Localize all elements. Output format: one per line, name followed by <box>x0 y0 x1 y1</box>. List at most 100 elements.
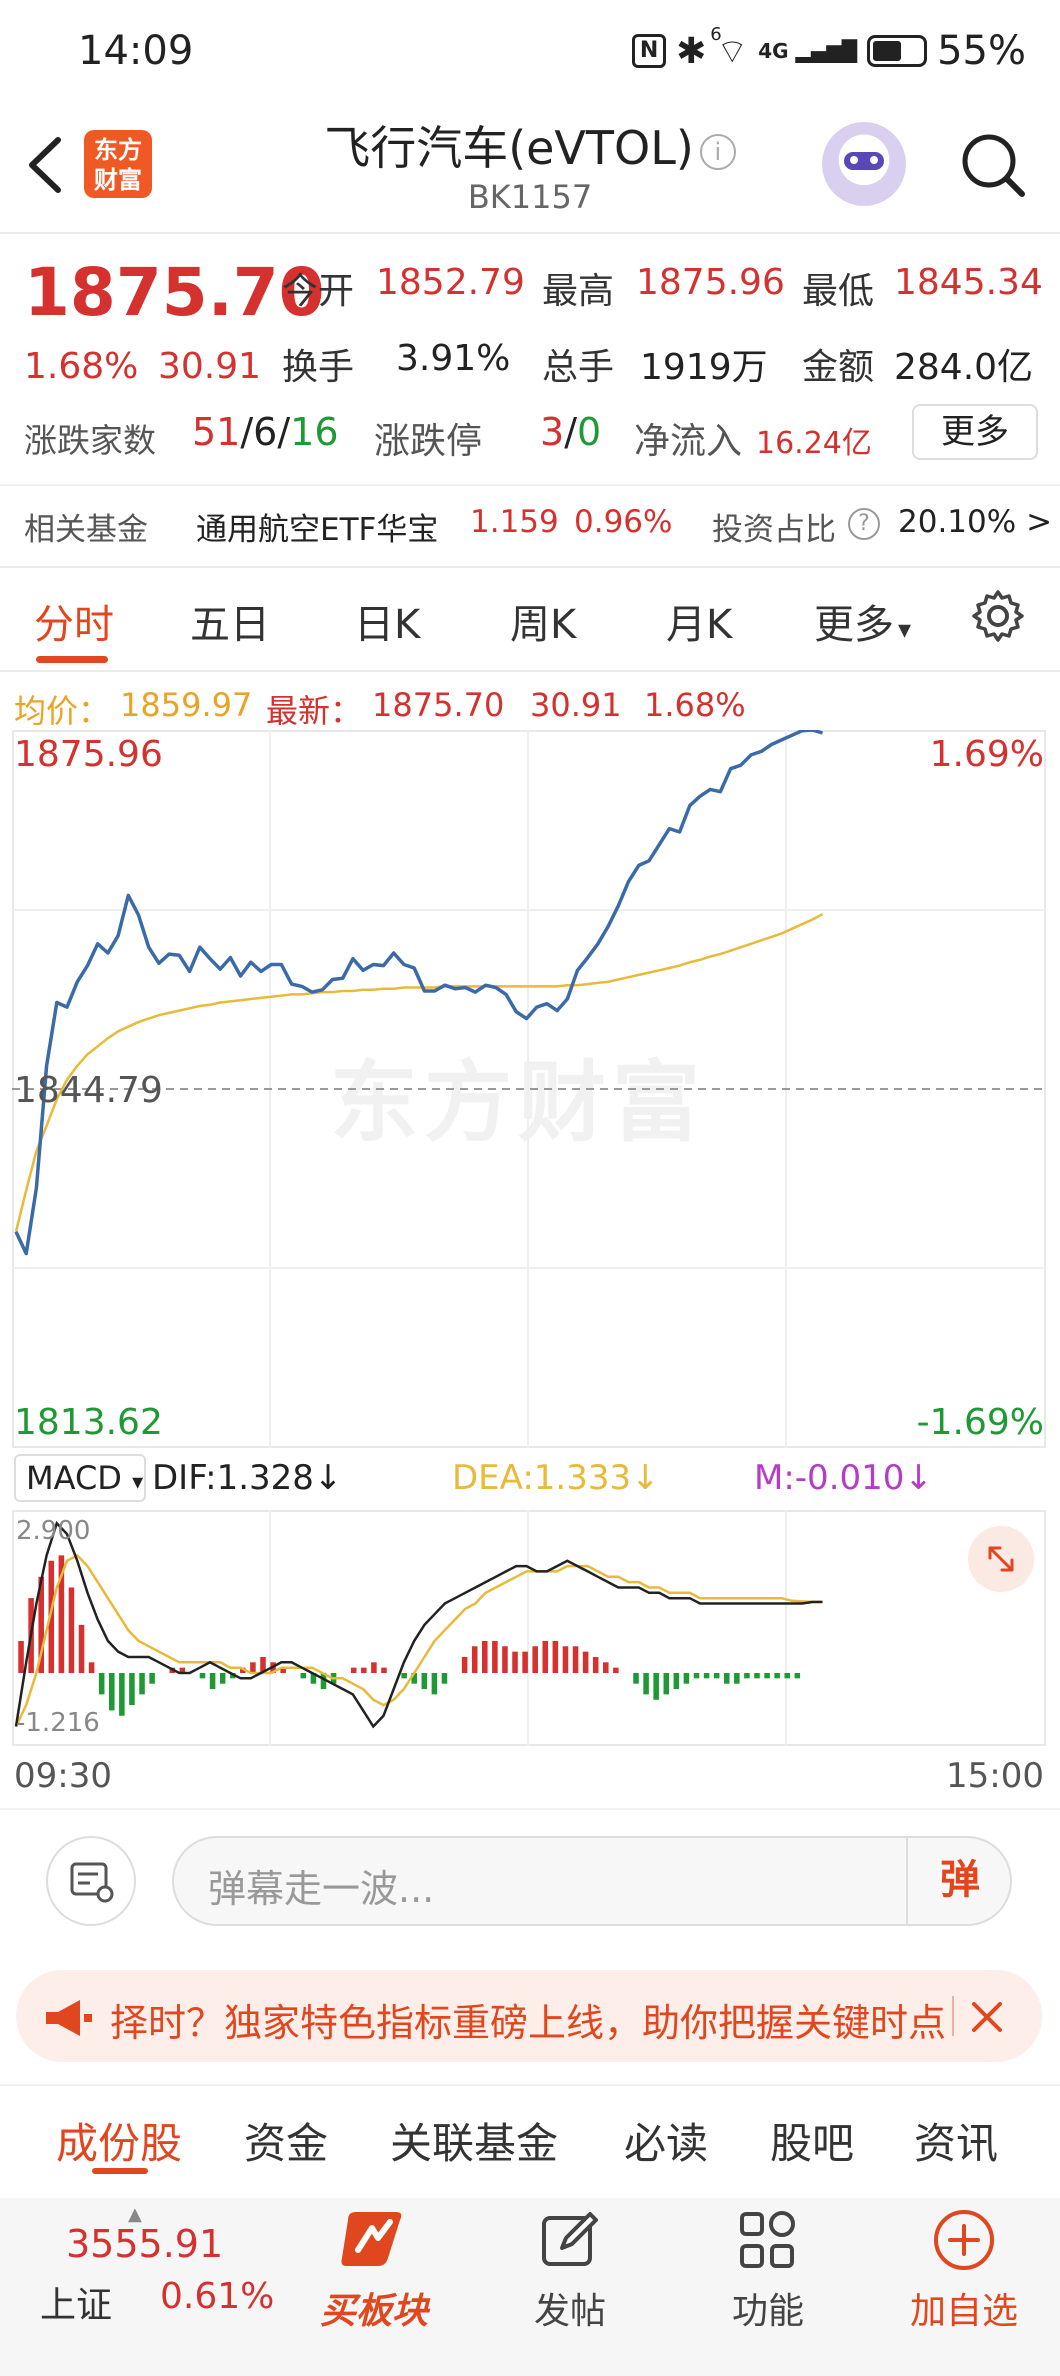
macd-selector[interactable]: MACD ▾ <box>14 1454 146 1502</box>
high-label: 最高 <box>542 271 615 312</box>
tab-news[interactable]: 资讯 <box>914 2119 999 2168</box>
danmaku-input[interactable] <box>172 1836 1012 1926</box>
pct-top-label: 1.69% <box>929 734 1044 775</box>
fund-ratio[interactable]: 20.10% > <box>898 504 1053 540</box>
low-label: 最低 <box>802 271 875 312</box>
tab-more[interactable]: 更多 ▾ <box>814 602 912 648</box>
tab-underline <box>36 656 108 663</box>
y-bottom-label: 1813.62 <box>14 1402 163 1443</box>
avg-value: 1859.97 <box>120 686 253 724</box>
change-percent: 1.68% <box>24 346 139 387</box>
macd-chart[interactable] <box>12 1510 1046 1746</box>
dea-line <box>14 1553 823 1728</box>
tab-constituents[interactable]: 成份股 <box>56 2119 183 2168</box>
battery-icon <box>867 35 928 67</box>
tab-monthly-k[interactable]: 月K <box>666 602 733 648</box>
fund-label: 相关基金 <box>24 512 148 548</box>
low-value: 1845.34 <box>894 262 1043 303</box>
change-value: 30.91 <box>158 346 262 387</box>
buy-sector-icon[interactable] <box>338 2208 408 2272</box>
macd-top-label: 2.900 <box>16 1516 91 1546</box>
time-start: 09:30 <box>14 1756 112 1796</box>
functions-icon[interactable] <box>736 2208 800 2272</box>
more-button[interactable]: 更多 <box>912 404 1038 460</box>
price-line <box>14 730 823 1256</box>
fund-name[interactable]: 通用航空ETF华宝 <box>196 512 439 548</box>
tab-forum[interactable]: 股吧 <box>770 2119 855 2168</box>
back-arrow-icon[interactable] <box>22 130 68 200</box>
gear-icon[interactable] <box>970 588 1026 644</box>
help-icon[interactable]: ? <box>848 508 880 540</box>
high-value: 1875.96 <box>636 262 785 303</box>
bottom-nav <box>0 2198 1060 2376</box>
updown-label: 涨跌家数 <box>24 421 156 460</box>
add-watchlist-label[interactable]: 加自选 <box>909 2291 1018 2332</box>
robot-avatar-icon[interactable] <box>822 122 906 206</box>
tab-five-day[interactable]: 五日 <box>190 602 270 648</box>
turnover-value: 3.91% <box>396 338 511 379</box>
avg-price-line <box>14 913 824 1232</box>
bluetooth-icon: ✱ <box>676 30 707 72</box>
danmaku-send-button[interactable]: 弹 <box>906 1836 1012 1926</box>
watermark: 东方财富 <box>330 1051 707 1154</box>
up-caret-icon: ▲ <box>128 2204 142 2225</box>
app-logo: 东方 财富 <box>84 130 152 198</box>
bottom-tab-underline <box>92 2168 148 2174</box>
tab-weekly-k[interactable]: 周K <box>510 602 577 648</box>
fund-price: 1.159 <box>470 504 559 540</box>
m-label: M:-0.010↓ <box>754 1458 933 1498</box>
macd-bottom-label: -1.216 <box>16 1708 100 1738</box>
latest-label: 最新： <box>266 692 363 730</box>
tab-related-funds[interactable]: 关联基金 <box>390 2119 559 2168</box>
y-top-label: 1875.96 <box>14 734 163 775</box>
functions-label[interactable]: 功能 <box>731 2291 804 2332</box>
promo-banner[interactable] <box>16 1970 1042 2062</box>
netflow-label: 净流入 <box>634 421 743 462</box>
buy-sector-label[interactable]: 买板块 <box>319 2291 428 2332</box>
latest-pct: 1.68% <box>644 686 746 724</box>
tab-intraday[interactable]: 分时 <box>34 602 114 648</box>
pct-bottom-label: -1.69% <box>916 1402 1044 1443</box>
signal-icon: 4G ▂▄▆█ <box>758 39 858 63</box>
tab-daily-k[interactable]: 日K <box>354 602 421 648</box>
time-end: 15:00 <box>946 1756 1044 1796</box>
amount-label: 金额 <box>802 347 875 388</box>
netflow-value: 16.24亿 <box>756 426 872 461</box>
index-value[interactable]: 3555.91 <box>66 2222 224 2266</box>
add-watchlist-icon[interactable] <box>930 2206 998 2274</box>
tab-must-read[interactable]: 必读 <box>624 2119 709 2168</box>
latest-value: 1875.70 <box>372 686 505 724</box>
fund-ratio-label: 投资占比 <box>712 512 836 548</box>
info-icon[interactable]: i <box>699 133 736 170</box>
avg-label: 均价： <box>14 692 111 730</box>
volume-label: 总手 <box>542 347 615 388</box>
page-title: 飞行汽车(eVTOL) i <box>0 112 1060 178</box>
close-icon[interactable] <box>960 1990 1014 2044</box>
banner-text: 择时？独家特色指标重磅上线，助你把握关键时点 <box>110 2001 947 2045</box>
tab-funds-flow[interactable]: 资金 <box>244 2119 329 2168</box>
fund-pct: 0.96% <box>574 504 673 540</box>
updown-counts: 51/6/16 <box>192 410 339 454</box>
battery-percent: 55% <box>937 28 1026 74</box>
index-pct[interactable]: 0.61% <box>160 2276 275 2317</box>
danmaku-placeholder: 弹幕走一波... <box>208 1867 435 1911</box>
post-label[interactable]: 发帖 <box>533 2291 606 2332</box>
dif-line <box>14 1520 823 1729</box>
index-name[interactable]: 上证 <box>40 2285 113 2326</box>
current-price: 1875.70 <box>24 254 325 331</box>
wifi-icon: ⌔ 6 <box>710 23 749 72</box>
dif-label: DIF:1.328↓ <box>152 1458 343 1498</box>
search-icon[interactable] <box>958 130 1028 200</box>
turnover-label: 换手 <box>282 347 355 388</box>
danmaku-settings-icon[interactable] <box>46 1836 136 1926</box>
expand-icon[interactable] <box>968 1526 1034 1592</box>
sector-code: BK1157 <box>467 178 593 216</box>
y-mid-label: 1844.79 <box>14 1070 163 1111</box>
limit-counts: 3/0 <box>540 410 602 454</box>
latest-change: 30.91 <box>530 686 622 724</box>
post-icon[interactable] <box>538 2208 602 2272</box>
limit-label: 涨跌停 <box>374 421 483 462</box>
status-time: 14:09 <box>78 28 194 74</box>
intraday-chart[interactable] <box>12 730 1046 1448</box>
volume-value: 1919万 <box>640 347 768 388</box>
